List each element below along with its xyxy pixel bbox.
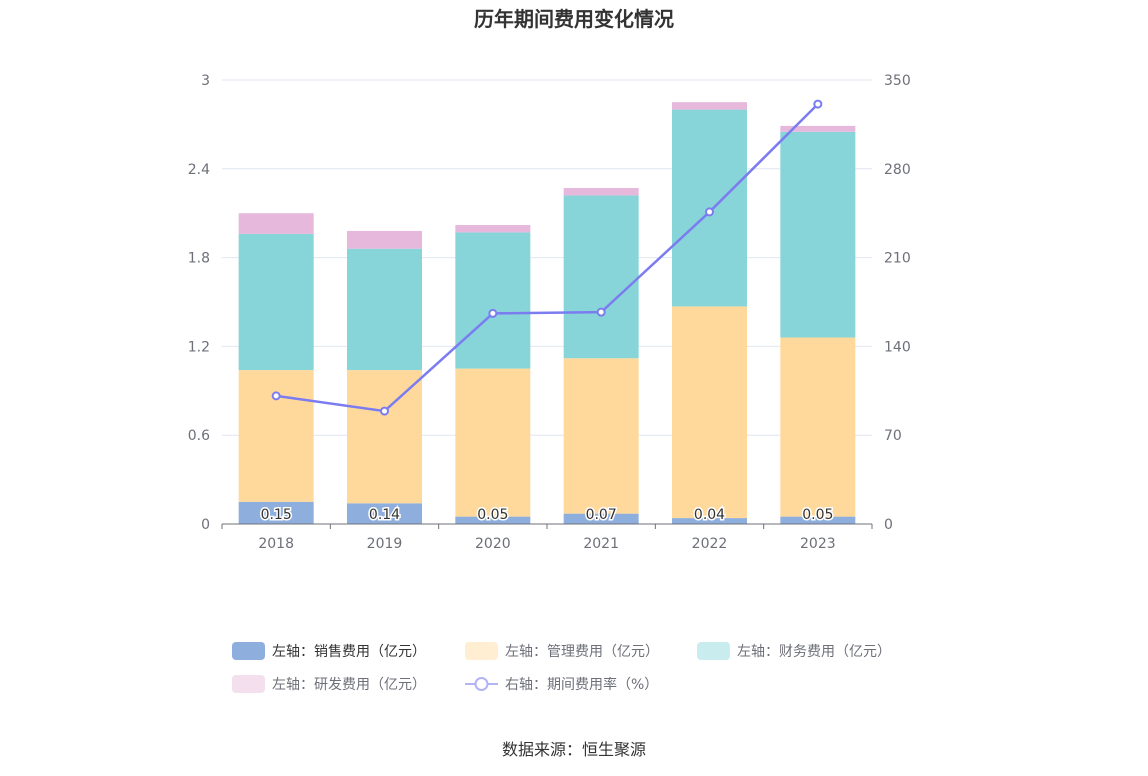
right-axis: 0 70 140 210 280 350 [884, 73, 911, 533]
bar-segment [238, 501, 314, 524]
legend-label: 右轴：期间费用率（%） [505, 676, 658, 693]
left-tick-label: 1.8 [188, 251, 210, 267]
rate-line-path [275, 103, 819, 413]
left-axis: 0 0.6 1.2 1.8 2.4 3 [188, 73, 210, 533]
right-tick-label: 0 [884, 517, 893, 533]
bar-segment [563, 513, 639, 524]
left-tick-label: 3 [201, 73, 210, 89]
bar-segment [672, 102, 747, 110]
rate-point [488, 308, 498, 318]
data-label: 0.15 [261, 507, 292, 523]
x-tick-label: 2021 [583, 536, 619, 552]
x-tick-label: 2023 [800, 536, 836, 552]
data-label: 0.07 [586, 507, 617, 523]
bar-segment [347, 230, 422, 249]
bar-segment [347, 370, 422, 504]
bar-segment [672, 518, 747, 524]
grid [222, 79, 872, 436]
source-note: 数据来源：恒生聚源 [502, 740, 646, 759]
bar-segment [238, 233, 314, 371]
legend-label: 左轴：管理费用（亿元） [505, 644, 659, 660]
rate-line [271, 99, 823, 416]
chart-title: 历年期间费用变化情况 [474, 7, 674, 31]
bar-segment [347, 248, 422, 371]
bar-segment [238, 213, 314, 234]
rate-point [596, 307, 606, 317]
x-axis: 2018 2019 2020 2021 2022 2023 [221, 523, 873, 552]
bar-segment [780, 516, 856, 524]
legend-swatch [232, 675, 265, 693]
bar-segment [672, 306, 747, 519]
bar-segment [563, 188, 639, 196]
legend-swatch [232, 642, 265, 660]
right-tick-label: 70 [884, 428, 902, 444]
bar-segment [563, 195, 639, 359]
rate-point [705, 207, 714, 217]
legend-swatch [465, 642, 498, 660]
legend-label: 左轴：销售费用（亿元） [272, 644, 426, 660]
rate-point [380, 406, 389, 416]
x-tick-label: 2020 [475, 536, 511, 552]
rate-point [813, 99, 823, 109]
data-label: 0.05 [477, 507, 508, 523]
legend-item: 左轴：研发费用（亿元） [232, 675, 426, 693]
bar-segment [455, 368, 531, 517]
legend-marker [474, 677, 489, 691]
bar-segment [780, 125, 856, 132]
legend-label: 左轴：研发费用（亿元） [272, 677, 426, 693]
data-labels: 0.15 0.14 0.05 0.07 0.04 0.05 [259, 506, 835, 525]
data-label: 0.05 [802, 507, 833, 523]
bar-segment [563, 358, 639, 514]
right-tick-label: 210 [884, 251, 911, 267]
bar-segment [780, 131, 856, 338]
right-tick-label: 350 [884, 73, 911, 89]
left-tick-label: 1.2 [188, 339, 210, 355]
bar-segment [455, 516, 531, 524]
rate-point [271, 391, 281, 401]
x-tick-label: 2019 [367, 536, 403, 552]
bars [238, 102, 856, 524]
legend-item: 左轴：财务费用（亿元） [697, 642, 891, 660]
legend-item: 左轴：管理费用（亿元） [465, 642, 659, 660]
legend-item: 右轴：期间费用率（%） [465, 676, 658, 693]
bar-segment [347, 503, 422, 524]
legend-item: 左轴：销售费用（亿元） [232, 642, 426, 660]
right-tick-label: 280 [884, 162, 911, 178]
data-label: 0.04 [694, 507, 725, 523]
x-tick-label: 2018 [258, 536, 294, 552]
legend-swatch [697, 642, 730, 660]
bar-segment [455, 225, 531, 233]
data-label: 0.14 [369, 507, 400, 523]
left-tick-label: 0.6 [188, 428, 210, 444]
legend-label: 左轴：财务费用（亿元） [737, 644, 891, 660]
right-tick-label: 140 [884, 339, 911, 355]
bar-segment [238, 370, 314, 502]
left-tick-label: 2.4 [188, 162, 210, 178]
left-tick-label: 0 [201, 517, 210, 533]
legend: 左轴：销售费用（亿元） 左轴：管理费用（亿元） 左轴：财务费用（亿元） 左轴：研发费用… [232, 642, 891, 693]
bar-segment [780, 337, 856, 517]
bar-segment [455, 232, 531, 369]
x-tick-label: 2022 [692, 536, 728, 552]
